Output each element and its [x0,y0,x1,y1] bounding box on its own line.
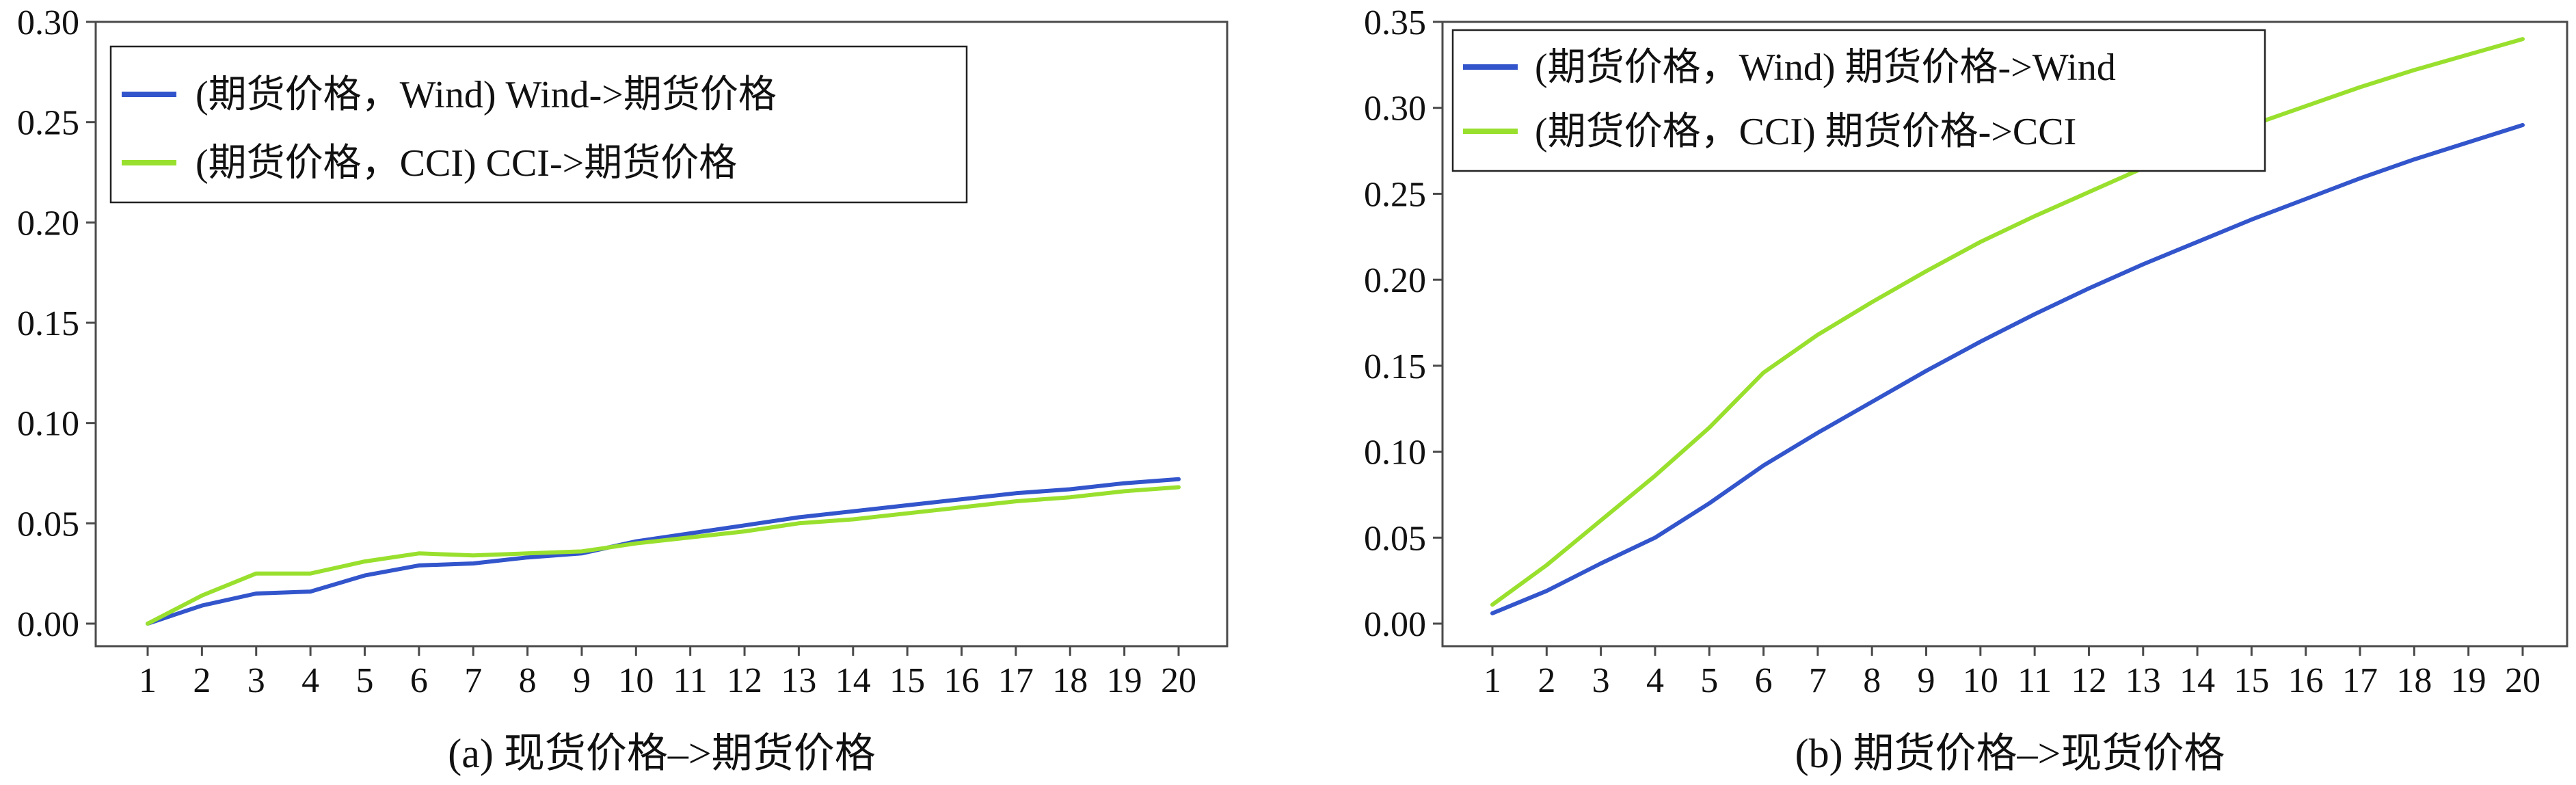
panel-b-xticks: 1 2 3 4 5 6 7 8 9 10 11 12 13 14 15 16 17 18 19 20 [1484,646,2540,700]
panel-b-xtick-label: 2 [1538,661,1555,700]
panel-a-xtick-label: 20 [1161,661,1196,700]
panel-a-ytick-label: 0.05 [17,505,79,544]
panel-b-xtick-label: 6 [1755,661,1773,700]
panel-a-xtick-label: 9 [573,661,591,700]
panel-a-xtick-label: 7 [464,661,482,700]
panel-b-xtick-label: 19 [2451,661,2486,700]
panel-a-yticks: 0.00 0.05 0.10 0.15 0.20 0.25 0.30 [17,3,96,644]
panel-b-caption: (b) 期货价格–>现货价格 [1795,731,2225,776]
panel-a-xtick-label: 5 [355,661,373,700]
panel-b-series-line-wind [1490,122,2525,615]
panel-b-ytick-label: 0.05 [1364,519,1426,558]
panel-b-lines [1490,37,2525,615]
panel-b-xtick-label: 5 [1700,661,1718,700]
panel-a-xtick-label: 4 [301,661,319,700]
panel-b-xtick-label: 14 [2179,661,2215,700]
panel-b-xtick-label: 17 [2342,661,2378,700]
panel-a-xtick-label: 17 [998,661,1034,700]
panel-a-xtick-label: 8 [519,661,537,700]
panel-b-legend-box [1451,29,2266,172]
panel-b-xtick-label: 7 [1809,661,1827,700]
panel-a-xtick-label: 3 [247,661,265,700]
panel-a-ytick-label: 0.15 [17,304,79,343]
panel-a-ytick-label: 0.20 [17,204,79,243]
panel-b-ytick-label: 0.35 [1364,3,1426,42]
panel-a-legend-box [109,45,968,204]
panel-a-series-line-wind [146,477,1181,626]
panel-b-ytick-label: 0.15 [1364,347,1426,386]
panel-a-ytick-label: 0.25 [17,104,79,143]
panel-b-xtick-label: 12 [2071,661,2106,700]
panel-a-ytick-label: 0.30 [17,3,79,42]
panel-b-ytick-label: 0.30 [1364,90,1426,129]
panel-a-ytick-label: 0.10 [17,405,79,444]
panel-b-xtick-label: 20 [2505,661,2540,700]
panel-a-xtick-label: 12 [727,661,762,700]
panel-a-xtick-label: 10 [618,661,654,700]
panel-b-xtick-label: 16 [2288,661,2324,700]
panel-a-caption: (a) 现货价格–>期货价格 [448,731,875,776]
panel-b-ytick-label: 0.20 [1364,261,1426,300]
panel-b-xtick-label: 8 [1863,661,1881,700]
panel-b-xtick-label: 11 [2017,661,2052,700]
panel-a-legend-label-cci: (期货价格，CCI) CCI->期货价格 [196,142,737,185]
panel-b-yticks: 0.00 0.05 0.10 0.15 0.20 0.25 0.30 0.35 [1364,3,1443,644]
panel-a-xticks: 1 2 3 4 5 6 7 8 9 10 11 12 13 14 15 16 17 18 19 20 [139,646,1196,700]
panel-b-ytick-label: 0.25 [1364,175,1426,214]
panel-a-ytick-label: 0.00 [17,605,79,644]
panel-b-xtick-label: 4 [1646,661,1664,700]
panel-a-xtick-label: 2 [193,661,211,700]
panel-a-xtick-label: 11 [673,661,708,700]
panel-a-xtick-label: 13 [781,661,816,700]
panel-b-xtick-label: 9 [1918,661,1935,700]
panel-a-xtick-label: 6 [410,661,428,700]
panel-b-xtick-label: 13 [2125,661,2161,700]
panel-b-xtick-label: 10 [1963,661,1998,700]
panel-a-legend: (期货价格，Wind) Wind->期货价格 (期货价格，CCI) CCI->期… [109,45,968,204]
panel-a-xtick-label: 15 [889,661,925,700]
panel-a-xtick-label: 19 [1107,661,1142,700]
panel-b-xtick-label: 1 [1484,661,1501,700]
panel-a: 0.000.050.100.150.200.250.30 1 2 3 4 5 6 7 8 9 10… [17,3,1229,776]
panel-b-legend-label-wind: (期货价格，Wind) 期货价格->Wind [1535,46,2116,89]
panel-a-xtick-label: 14 [835,661,871,700]
panel-b-xtick-label: 15 [2233,661,2269,700]
panel-a-legend-label-wind: (期货价格，Wind) Wind->期货价格 [196,74,777,116]
panel-b-xtick-label: 18 [2396,661,2432,700]
panel-b-ytick-label: 0.10 [1364,434,1426,473]
panel-b-xtick-label: 3 [1592,661,1610,700]
panel-a-series-line-cci [146,485,1181,626]
panel-b-ytick-label: 0.00 [1364,605,1426,644]
panel-b-series-line-cci [1490,37,2525,607]
panel-a-xtick-label: 16 [944,661,980,700]
panel-a-lines [146,477,1181,626]
panel-b-legend: (期货价格，Wind) 期货价格->Wind (期货价格，CCI) 期货价格->… [1451,29,2266,172]
panel-b-legend-label-cci: (期货价格，CCI) 期货价格->CCI [1535,111,2076,153]
panel-a-xtick-label: 1 [139,661,157,700]
panel-a-xtick-label: 18 [1052,661,1088,700]
